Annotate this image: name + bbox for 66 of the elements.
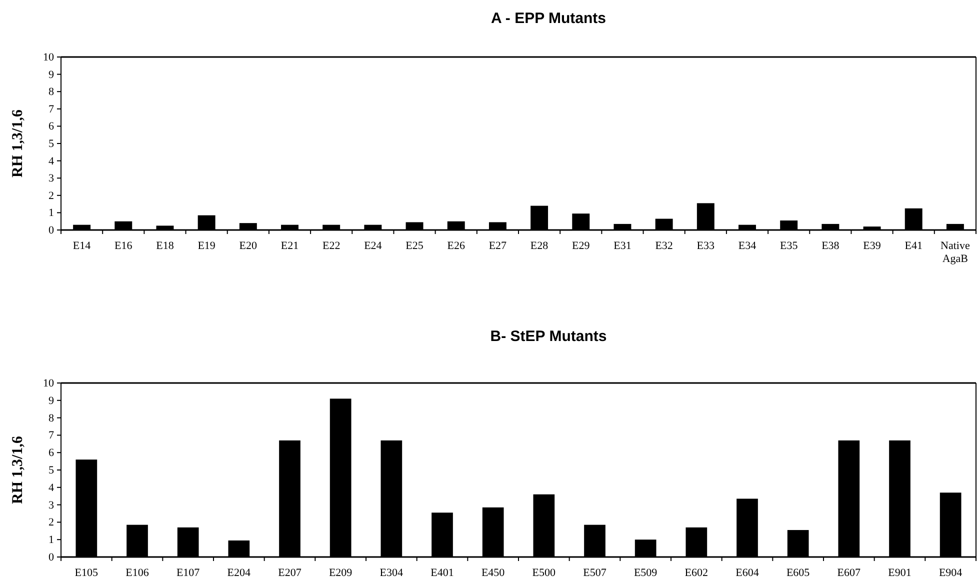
x-tick-label: E35: [780, 240, 798, 252]
y-tick-label: 3: [48, 172, 54, 185]
x-tick-label: E18: [156, 240, 174, 252]
x-tick-label: E607: [837, 567, 862, 579]
x-tick-label: E209: [328, 567, 353, 579]
y-tick-label: 5: [48, 138, 54, 150]
y-tick-label: 3: [48, 499, 54, 512]
x-tick-label: E41: [904, 240, 922, 252]
x-tick-label: E39: [863, 240, 882, 252]
y-tick-label: 10: [43, 378, 54, 390]
x-tick-label: E33: [696, 240, 716, 252]
x-tick-label: E507: [583, 567, 607, 579]
x-tick-label: E19: [198, 240, 216, 252]
x-tick-label: Native AgaB: [940, 240, 970, 265]
y-tick-label: 6: [48, 447, 54, 460]
y-tick-label: 8: [48, 412, 54, 424]
y-tick-label: 9: [48, 394, 54, 407]
x-tick-label: E25: [406, 240, 424, 252]
y-tick-label: 8: [48, 86, 54, 98]
chart-title: B- StEP Mutants: [490, 328, 607, 345]
y-tick-label: 5: [48, 464, 54, 477]
y-tick-label: 2: [48, 190, 54, 202]
x-tick-label: E904: [938, 567, 963, 579]
x-tick-label: E450: [481, 567, 506, 579]
y-tick-label: 7: [48, 430, 54, 442]
y-tick-label: 4: [48, 155, 54, 168]
x-tick-label: E602: [684, 567, 708, 579]
x-tick-label: E24: [364, 240, 382, 252]
y-tick-label: 10: [43, 52, 54, 64]
x-tick-label: E38: [822, 240, 840, 252]
x-tick-label: E32: [655, 240, 673, 252]
y-axis-title: RH 1,3/1,6: [10, 109, 26, 178]
x-tick-label: E207: [278, 567, 302, 579]
x-tick-label: E22: [322, 240, 340, 252]
x-tick-label: E16: [114, 240, 133, 252]
chart-title: A - EPP Mutants: [490, 10, 606, 27]
x-tick-label: E901: [888, 567, 912, 579]
x-tick-label: E21: [280, 240, 299, 252]
x-tick-label: E14: [72, 240, 92, 252]
y-tick-label: 0: [48, 552, 54, 564]
x-tick-label: E604: [736, 567, 760, 579]
x-tick-label: E29: [572, 240, 590, 252]
x-tick-label: E204: [227, 567, 252, 579]
x-tick-label: E509: [634, 567, 658, 579]
x-tick-label: E401: [430, 567, 454, 579]
x-tick-label: E304: [380, 567, 404, 579]
x-tick-label: E34: [738, 240, 757, 252]
x-tick-label: E28: [530, 240, 549, 252]
y-tick-label: 4: [48, 482, 54, 494]
x-tick-label: E31: [614, 240, 632, 252]
y-tick-label: 9: [48, 68, 54, 81]
y-tick-label: 7: [48, 103, 54, 116]
x-tick-label: E26: [447, 240, 466, 252]
y-axis-title: RH 1,3/1,6: [10, 436, 26, 504]
y-tick-label: 6: [48, 120, 54, 133]
x-tick-label: E107: [176, 567, 200, 579]
x-tick-label: E105: [74, 567, 99, 579]
y-tick-label: 0: [48, 224, 54, 237]
x-tick-label: E605: [786, 567, 810, 579]
x-tick-label: E20: [239, 240, 258, 252]
x-tick-label: E106: [126, 567, 150, 579]
y-tick-label: 1: [48, 207, 54, 220]
x-tick-label: E500: [532, 567, 556, 579]
y-tick-label: 1: [48, 534, 54, 546]
x-tick-label: E27: [488, 240, 508, 252]
y-tick-label: 2: [48, 516, 54, 529]
